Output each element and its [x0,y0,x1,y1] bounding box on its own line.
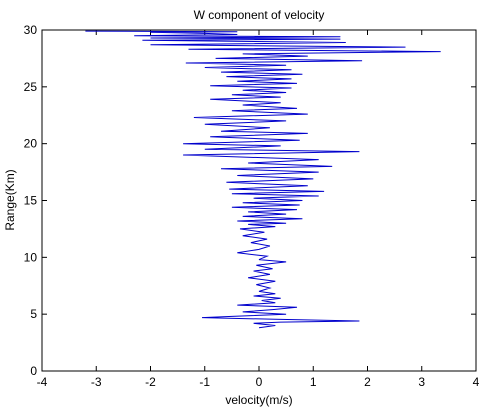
x-tick-label: 4 [473,375,480,389]
x-tick-label: -3 [91,375,102,389]
y-tick-label: 0 [30,364,37,378]
y-tick-label: 5 [30,307,37,321]
y-tick-label: 20 [24,137,38,151]
series-line-w-velocity [85,30,441,329]
y-tick-label: 10 [24,250,38,264]
axis-ticks [41,29,477,372]
y-tick-label: 30 [24,23,38,37]
y-tick-label: 15 [24,194,38,208]
plot-area [41,29,477,372]
x-tick-label: -2 [145,375,156,389]
y-tick-labels: 0 5 10 15 20 25 30 [24,23,38,378]
x-tick-label: -4 [37,375,48,389]
x-tick-label: 1 [310,375,317,389]
x-tick-label: -1 [199,375,210,389]
y-tick-label: 25 [24,80,38,94]
x-tick-labels: -4 -3 -2 -1 0 1 2 3 4 [37,375,480,389]
x-tick-label: 3 [418,375,425,389]
x-tick-label: 2 [364,375,371,389]
x-axis-label: velocity(m/s) [225,393,292,407]
x-tick-label: 0 [256,375,263,389]
chart-title: W component of velocity [194,8,325,22]
y-axis-label: Range(Km) [3,169,17,230]
